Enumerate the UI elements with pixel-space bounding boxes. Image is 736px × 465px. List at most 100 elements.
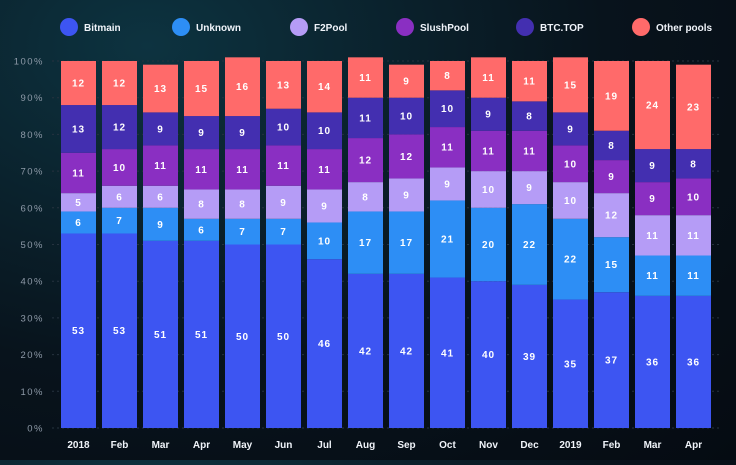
bar-segment [471,171,506,208]
bar-segment [225,189,260,219]
y-tick-label: 40% [20,277,44,288]
bar-segment [553,145,588,183]
legend-label: Unknown [196,23,241,34]
bar-segment [143,112,178,146]
legend-label: F2Pool [314,23,348,34]
bar-segment [225,244,260,428]
bar-segment [471,207,506,282]
data-label: 11 [195,165,208,176]
bar-segment [430,127,465,168]
bar-segment [184,218,219,241]
bar-segment [184,240,219,428]
bar-segment [389,211,424,274]
bar-segment [143,240,178,428]
bar-segment [184,61,219,117]
y-tick-label: 0% [27,424,44,435]
x-tick-label: May [233,440,253,451]
bar-segment [348,57,383,98]
bar-segment [225,149,260,190]
data-label: 6 [116,192,123,203]
bar-segment [512,204,547,285]
data-label: 11 [687,271,700,282]
bar-segment [102,207,137,234]
data-label: 12 [605,211,618,222]
bar-segment [389,134,424,179]
data-label: 21 [441,234,454,245]
bar-segment [266,145,301,186]
data-label: 10 [441,104,454,115]
data-label: 9 [526,183,533,194]
data-label: 12 [400,152,413,163]
data-label: 20 [482,240,495,251]
y-tick-label: 100% [14,57,44,68]
bar-segment [61,233,96,428]
bar-segment [348,211,383,274]
x-tick-label: Mar [644,440,662,451]
data-label: 40 [482,350,495,361]
data-label: 10 [113,163,126,174]
bar-segment [225,116,260,150]
bar-segment [553,112,588,146]
y-tick-label: 10% [20,387,44,398]
x-tick-label: Feb [111,440,129,451]
y-tick-label: 90% [20,93,44,104]
bar-segment [102,61,137,106]
bar-segment [61,211,96,234]
data-label: 9 [198,128,205,139]
bar-segment [266,108,301,146]
x-tick-label: 2019 [559,440,582,451]
data-label: 17 [359,238,372,249]
bar-segment [471,281,506,428]
data-label: 13 [72,124,85,135]
data-label: 8 [690,159,697,170]
y-tick-label: 60% [20,203,44,214]
data-label: 53 [113,326,126,337]
data-label: 9 [649,161,656,172]
x-tick-label: Jun [275,440,293,451]
y-tick-label: 30% [20,313,44,324]
legend-label: BTC.TOP [540,23,584,34]
bar-segment [635,255,670,296]
data-label: 12 [113,79,126,90]
x-tick-label: Mar [152,440,170,451]
data-label: 36 [646,357,659,368]
data-label: 11 [523,146,536,157]
data-label: 11 [523,77,536,88]
legend-swatch [290,18,308,36]
bar-segment [143,145,178,186]
bar-segment [471,97,506,131]
bar-segment [430,167,465,201]
bar-segment [594,160,629,194]
data-label: 10 [400,112,413,123]
bar-segment [61,61,96,106]
legend-swatch [172,18,190,36]
data-label: 9 [444,179,451,190]
bar-segment [512,130,547,172]
bar-segment [143,207,178,241]
data-label: 10 [564,159,577,170]
data-label: 23 [687,102,700,113]
data-label: 9 [649,194,656,205]
bar-segment [307,222,342,260]
bar-segment [61,193,96,212]
data-label: 15 [195,84,208,95]
data-label: 22 [564,255,577,266]
data-label: 16 [236,82,249,93]
x-tick-label: Nov [479,440,498,451]
bar-segment [184,116,219,150]
data-label: 24 [646,101,659,112]
data-label: 35 [564,359,577,370]
bar-segment [348,97,383,139]
bar-segment [430,200,465,278]
bar-segment [348,182,383,212]
data-label: 19 [605,91,618,102]
bar-segment [61,152,96,194]
bar-segment [389,178,424,212]
x-tick-label: Oct [439,440,456,451]
x-tick-label: Apr [193,440,210,451]
bar-segment [307,112,342,150]
data-label: 13 [154,84,167,95]
data-label: 6 [198,225,205,236]
bar-segment [471,130,506,172]
